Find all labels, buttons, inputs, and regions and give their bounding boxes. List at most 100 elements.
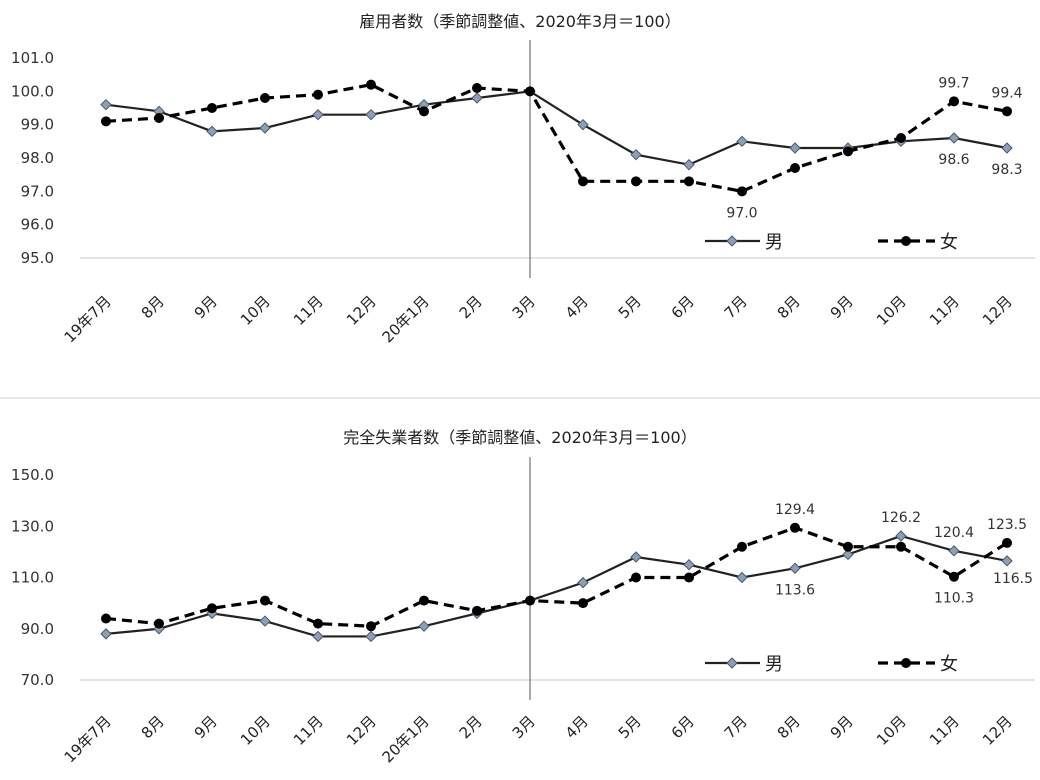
x-tick-label: 12月	[343, 712, 380, 749]
male-data-point	[948, 545, 960, 557]
x-tick-label: 3月	[509, 712, 539, 742]
male-data-point	[577, 118, 589, 131]
x-tick-label: 8月	[138, 292, 168, 322]
female-data-point	[260, 93, 270, 103]
female-data-point	[154, 618, 164, 629]
legend-label-female: 女	[940, 232, 958, 253]
female-data-point	[578, 598, 588, 609]
data-label: 126.2	[881, 510, 921, 526]
female-data-point	[366, 621, 376, 632]
male-data-point	[100, 98, 112, 111]
male-data-point	[259, 122, 271, 134]
x-tick-label: 19年7月	[61, 712, 115, 766]
male-data-point	[365, 108, 377, 121]
x-tick-label: 5月	[615, 292, 645, 322]
x-tick-label: 6月	[668, 712, 698, 742]
female-data-point	[843, 541, 853, 552]
female-data-point	[260, 595, 270, 606]
female-data-point	[366, 79, 376, 90]
series-line-male	[105, 534, 1008, 638]
x-tick-label: 8月	[774, 712, 804, 742]
female-data-point	[790, 163, 800, 173]
x-tick-label: 9月	[827, 292, 857, 322]
female-data-point	[737, 541, 747, 552]
female-data-point	[1002, 106, 1012, 117]
female-data-point	[1002, 537, 1012, 548]
male-data-point	[471, 92, 483, 104]
legend-label-male: 男	[765, 232, 783, 253]
x-tick-label: 4月	[562, 712, 592, 742]
legend-label-male: 男	[765, 654, 783, 675]
series-line-female	[105, 526, 1008, 628]
male-data-point	[577, 576, 589, 589]
female-data-point	[631, 176, 641, 187]
x-tick-label: 10月	[237, 712, 274, 749]
female-data-point	[101, 613, 111, 624]
female-data-point	[949, 96, 959, 107]
male-data-point	[312, 108, 324, 121]
data-label: 113.6	[775, 582, 815, 598]
x-tick-label: 12月	[343, 292, 380, 329]
male-data-point	[683, 158, 695, 171]
data-label: 116.5	[993, 571, 1033, 587]
chart-title: 雇用者数（季節調整値、2020年3月＝100）	[359, 12, 680, 31]
data-label: 120.4	[934, 525, 974, 541]
y-tick-label: 96.0	[21, 216, 54, 234]
y-tick-label: 99.0	[21, 116, 54, 134]
series-line-male	[105, 90, 1008, 166]
male-data-point	[683, 558, 695, 571]
y-tick-label: 95.0	[21, 249, 54, 267]
y-tick-label: 90.0	[21, 620, 54, 638]
x-tick-label: 10月	[237, 292, 274, 329]
female-data-point	[101, 116, 111, 127]
y-tick-label: 150.0	[11, 466, 54, 484]
x-tick-label: 11月	[290, 292, 327, 329]
female-data-point	[525, 86, 535, 97]
x-tick-label: 8月	[138, 712, 168, 742]
female-data-point	[896, 541, 906, 552]
male-data-point	[1001, 555, 1013, 567]
female-data-point	[896, 133, 906, 143]
y-tick-label: 70.0	[21, 671, 54, 689]
data-label: 98.3	[991, 162, 1022, 178]
employees-chart: 雇用者数（季節調整値、2020年3月＝100） 101.0 100.0 99.0 98.…	[11, 12, 1035, 346]
chart-title: 完全失業者数（季節調整値、2020年3月＝100）	[343, 428, 696, 447]
y-tick-label: 110.0	[11, 569, 54, 587]
female-data-point	[419, 106, 429, 117]
x-tick-label: 8月	[774, 292, 804, 322]
x-tick-label: 9月	[191, 292, 221, 322]
data-label: 110.3	[934, 591, 974, 607]
female-data-point	[313, 618, 323, 629]
female-data-point	[578, 176, 588, 187]
legend-marker-male	[726, 235, 738, 247]
data-label: 97.0	[726, 205, 757, 221]
data-label: 129.4	[775, 502, 815, 518]
x-tick-label: 12月	[979, 712, 1016, 749]
male-data-point	[789, 142, 801, 154]
female-data-point	[949, 571, 959, 582]
y-tick-label: 98.0	[21, 149, 54, 167]
male-data-point	[312, 630, 324, 643]
x-tick-label: 2月	[456, 712, 486, 742]
female-data-point	[843, 146, 853, 157]
x-tick-label: 6月	[668, 292, 698, 322]
female-data-point	[207, 103, 217, 113]
male-data-point	[895, 530, 907, 542]
female-data-point	[154, 113, 164, 123]
data-label: 99.7	[938, 75, 969, 91]
y-tick-label: 101.0	[11, 49, 54, 67]
male-data-point	[630, 551, 642, 563]
x-tick-label: 10月	[873, 712, 910, 749]
male-data-point	[259, 615, 271, 627]
female-data-point	[790, 522, 800, 533]
female-data-point	[313, 89, 323, 100]
x-tick-label: 7月	[721, 292, 751, 322]
female-data-point	[525, 595, 535, 606]
female-data-point	[684, 176, 694, 187]
x-tick-label: 3月	[509, 292, 539, 322]
female-data-point	[419, 595, 429, 606]
male-data-point	[630, 148, 642, 161]
male-data-point	[206, 125, 218, 138]
y-tick-label: 100.0	[11, 82, 54, 100]
